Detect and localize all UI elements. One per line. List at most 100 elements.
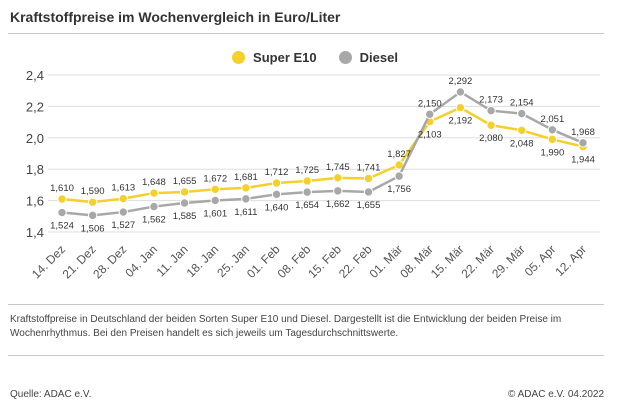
x-tick-label: 04. Jan <box>122 242 160 280</box>
x-tick-label: 01. Feb <box>244 242 283 281</box>
top-divider <box>8 33 604 34</box>
data-point-super-e10 <box>455 102 466 113</box>
y-tick-label: 2,2 <box>26 99 44 114</box>
data-label-diesel: 1,968 <box>571 127 595 138</box>
data-label-super-e10: 1,990 <box>540 147 564 158</box>
data-label-super-e10: 2,048 <box>510 138 534 149</box>
data-label-diesel: 1,506 <box>81 223 105 234</box>
x-tick-label: 14. Dez <box>29 242 68 281</box>
y-tick-label: 1,8 <box>26 162 44 177</box>
data-point-super-e10 <box>363 173 374 184</box>
y-tick-label: 2,4 <box>26 68 44 83</box>
data-point-diesel <box>241 194 251 204</box>
data-point-diesel <box>578 138 588 148</box>
data-label-diesel: 1,640 <box>265 202 289 213</box>
data-label-diesel: 2,154 <box>510 98 534 109</box>
data-point-diesel <box>486 105 496 116</box>
data-point-diesel <box>118 207 128 217</box>
legend: Super E10 Diesel <box>0 50 630 65</box>
data-label-diesel: 1,585 <box>173 211 197 222</box>
bottom-divider <box>8 355 604 356</box>
x-tick-label: 22. Mär <box>459 242 498 281</box>
data-point-diesel <box>517 108 527 119</box>
data-point-super-e10 <box>87 197 98 207</box>
data-label-super-e10: 1,613 <box>111 183 135 194</box>
data-point-super-e10 <box>302 176 312 186</box>
legend-item-diesel: Diesel <box>338 50 398 65</box>
data-point-super-e10 <box>179 187 190 197</box>
data-point-super-e10 <box>547 134 558 145</box>
legend-label-super-e10: Super E10 <box>253 50 317 65</box>
data-point-diesel <box>455 87 466 97</box>
data-label-diesel: 1,524 <box>50 221 74 232</box>
copyright-text: © ADAC e.V. 04.2022 <box>508 389 604 400</box>
data-label-diesel: 2,051 <box>540 114 564 125</box>
data-label-super-e10: 1,741 <box>357 162 381 173</box>
data-label-diesel: 1,654 <box>295 200 319 211</box>
data-label-super-e10: 2,080 <box>479 133 503 144</box>
chart-title: Kraftstoffpreise im Wochenvergleich in E… <box>10 9 341 25</box>
data-label-super-e10: 1,655 <box>173 176 197 187</box>
data-point-super-e10 <box>271 178 282 188</box>
data-label-super-e10: 1,681 <box>234 172 258 183</box>
data-label-super-e10: 2,192 <box>449 116 473 127</box>
data-label-diesel: 1,601 <box>203 208 227 219</box>
x-tick-label: 01. Mär <box>367 242 406 281</box>
legend-swatch-diesel <box>338 51 352 64</box>
data-point-super-e10 <box>149 188 159 198</box>
data-point-diesel <box>87 210 98 221</box>
x-tick-label: 29. Mär <box>489 242 528 281</box>
data-label-diesel: 2,292 <box>449 76 473 87</box>
data-label-diesel: 1,756 <box>387 184 411 195</box>
data-label-super-e10: 1,590 <box>81 186 105 197</box>
data-point-diesel <box>333 186 343 196</box>
x-tick-label: 15. Mär <box>428 242 467 281</box>
source-text: Quelle: ADAC e.V. <box>10 389 92 400</box>
x-tick-label: 08. Feb <box>275 242 314 281</box>
data-label-super-e10: 1,672 <box>203 173 227 184</box>
x-tick-label: 05. Apr <box>522 242 559 279</box>
data-label-super-e10: 1,610 <box>50 183 74 194</box>
legend-item-super-e10: Super E10 <box>232 50 317 65</box>
y-tick-label: 2,0 <box>26 131 44 146</box>
data-label-super-e10: 1,725 <box>295 165 319 176</box>
y-tick-label: 1,6 <box>26 194 44 209</box>
data-point-super-e10 <box>517 125 527 135</box>
legend-label-diesel: Diesel <box>359 50 398 65</box>
data-point-super-e10 <box>210 184 220 194</box>
x-tick-label: 18. Jan <box>184 242 222 280</box>
data-point-diesel <box>394 171 404 181</box>
data-label-diesel: 1,562 <box>142 215 166 226</box>
data-label-diesel: 1,611 <box>234 207 257 218</box>
data-point-diesel <box>179 198 190 208</box>
data-point-diesel <box>57 207 67 218</box>
middle-divider <box>8 304 604 305</box>
chart-description: Kraftstoffpreise in Deutschland der beid… <box>10 314 562 339</box>
data-point-diesel <box>302 187 312 197</box>
data-label-diesel: 1,655 <box>357 200 381 211</box>
data-label-super-e10: 1,827 <box>387 149 411 160</box>
data-point-super-e10 <box>333 173 343 183</box>
data-point-diesel <box>210 195 220 206</box>
data-point-diesel <box>149 201 159 212</box>
y-tick-label: 1,4 <box>26 225 44 240</box>
data-point-diesel <box>425 109 435 119</box>
x-tick-label: 28. Dez <box>90 242 129 281</box>
data-point-super-e10 <box>241 183 251 193</box>
legend-swatch-super-e10 <box>232 51 246 64</box>
x-tick-label: 08. Mär <box>397 242 436 281</box>
x-tick-label: 11. Jan <box>154 242 191 279</box>
data-point-diesel <box>363 187 374 197</box>
data-label-diesel: 1,527 <box>111 220 135 231</box>
data-label-diesel: 1,662 <box>326 199 350 210</box>
data-point-super-e10 <box>486 120 496 130</box>
data-point-diesel <box>547 125 558 135</box>
data-label-super-e10: 1,944 <box>571 155 595 166</box>
data-label-super-e10: 2,103 <box>418 130 442 141</box>
data-point-super-e10 <box>118 193 128 204</box>
x-tick-label: 15. Feb <box>305 242 344 281</box>
data-label-diesel: 2,150 <box>418 98 442 109</box>
series-line-super-e10 <box>61 106 584 204</box>
data-point-super-e10 <box>57 194 67 204</box>
